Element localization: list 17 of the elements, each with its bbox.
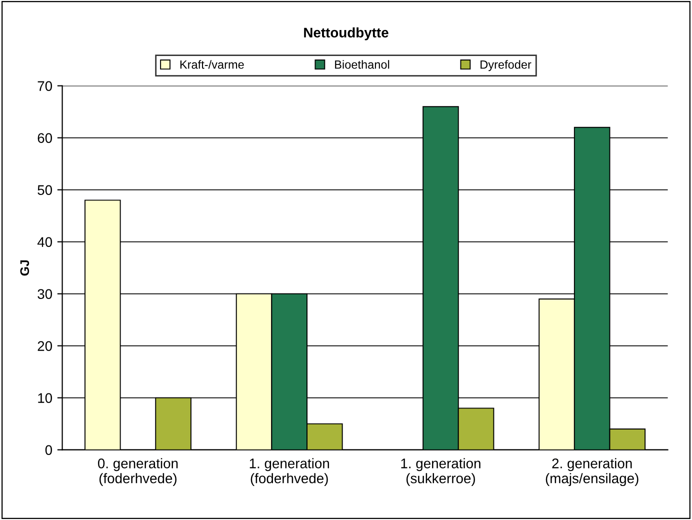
y-tick-label: 60	[38, 133, 52, 143]
y-tick-label: 20	[38, 341, 52, 351]
y-tick-label: 40	[37, 237, 52, 247]
y-tick-label: 30	[38, 289, 52, 299]
legend-label: Bioethanol	[335, 60, 390, 69]
legend-label: Kraft-/varme	[180, 60, 244, 69]
x-tick-label: 1. generation (sukkerroe)	[401, 458, 480, 486]
y-tick-label: 70	[38, 81, 52, 91]
y-axis-title: GJ	[20, 260, 30, 276]
chart-title: Nettoudbytte	[304, 27, 388, 40]
legend-label: Dyrefoder	[480, 60, 532, 72]
y-tick-label: 50	[38, 185, 52, 195]
y-tick-label: 0	[45, 445, 52, 455]
x-tick-label: 2. generation (majs/ensilage)	[546, 458, 638, 486]
x-tick-label: 0. generation (foderhvede)	[98, 458, 178, 486]
y-tick-label: 10	[38, 393, 52, 403]
x-tick-label: 1. generation (foderhvede)	[250, 458, 329, 486]
